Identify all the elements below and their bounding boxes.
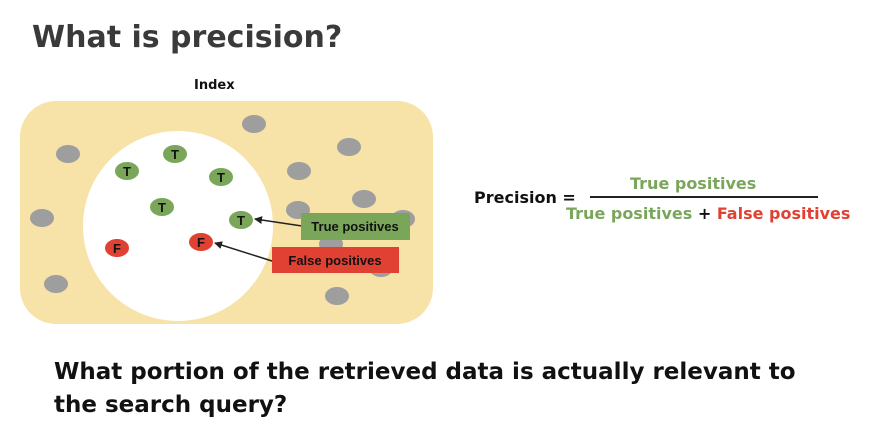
irrelevant-dot [337,138,361,156]
page-title: What is precision? [32,20,343,55]
precision-numerator: True positives [630,174,757,193]
denominator-false-positives: False positives [716,204,851,223]
false-positives-callout-label: False positives [288,253,381,268]
dot-letter: F [113,241,121,256]
index-label: Index [194,78,235,93]
precision-denominator: True positives + False positives [566,204,850,223]
irrelevant-dot [352,190,376,208]
irrelevant-dot [242,115,266,133]
false-positive-dot: F [189,233,213,251]
dot-letter: T [123,164,131,179]
false-positive-dot: F [105,239,129,257]
irrelevant-dot [325,287,349,305]
dot-letter: T [217,170,225,185]
false-positives-callout: False positives [272,247,399,273]
dot-letter: F [197,235,205,250]
true-positive-dot: T [163,145,187,163]
denominator-true-positives: True positives [566,204,693,223]
irrelevant-dot [287,162,311,180]
true-positive-dot: T [229,211,253,229]
irrelevant-dot [30,209,54,227]
false-positive-dots: F F [105,233,213,257]
precision-question: What portion of the retrieved data is ac… [54,359,796,418]
irrelevant-dot [56,145,80,163]
true-positives-callout: True positives [301,213,410,240]
true-positive-arrow [254,216,303,227]
true-positive-dot: T [209,168,233,186]
fraction-bar [590,196,818,198]
irrelevant-dot [44,275,68,293]
dot-letter: T [171,147,179,162]
precision-equation-label: Precision = [474,188,576,207]
dot-letter: T [237,213,245,228]
true-positive-dots: T T T T T [115,145,253,229]
false-positive-arrow [214,241,273,262]
true-positive-dot: T [115,162,139,180]
dot-letter: T [158,200,166,215]
denominator-plus: + [697,204,712,223]
true-positives-callout-label: True positives [311,219,398,234]
true-positive-dot: T [150,198,174,216]
